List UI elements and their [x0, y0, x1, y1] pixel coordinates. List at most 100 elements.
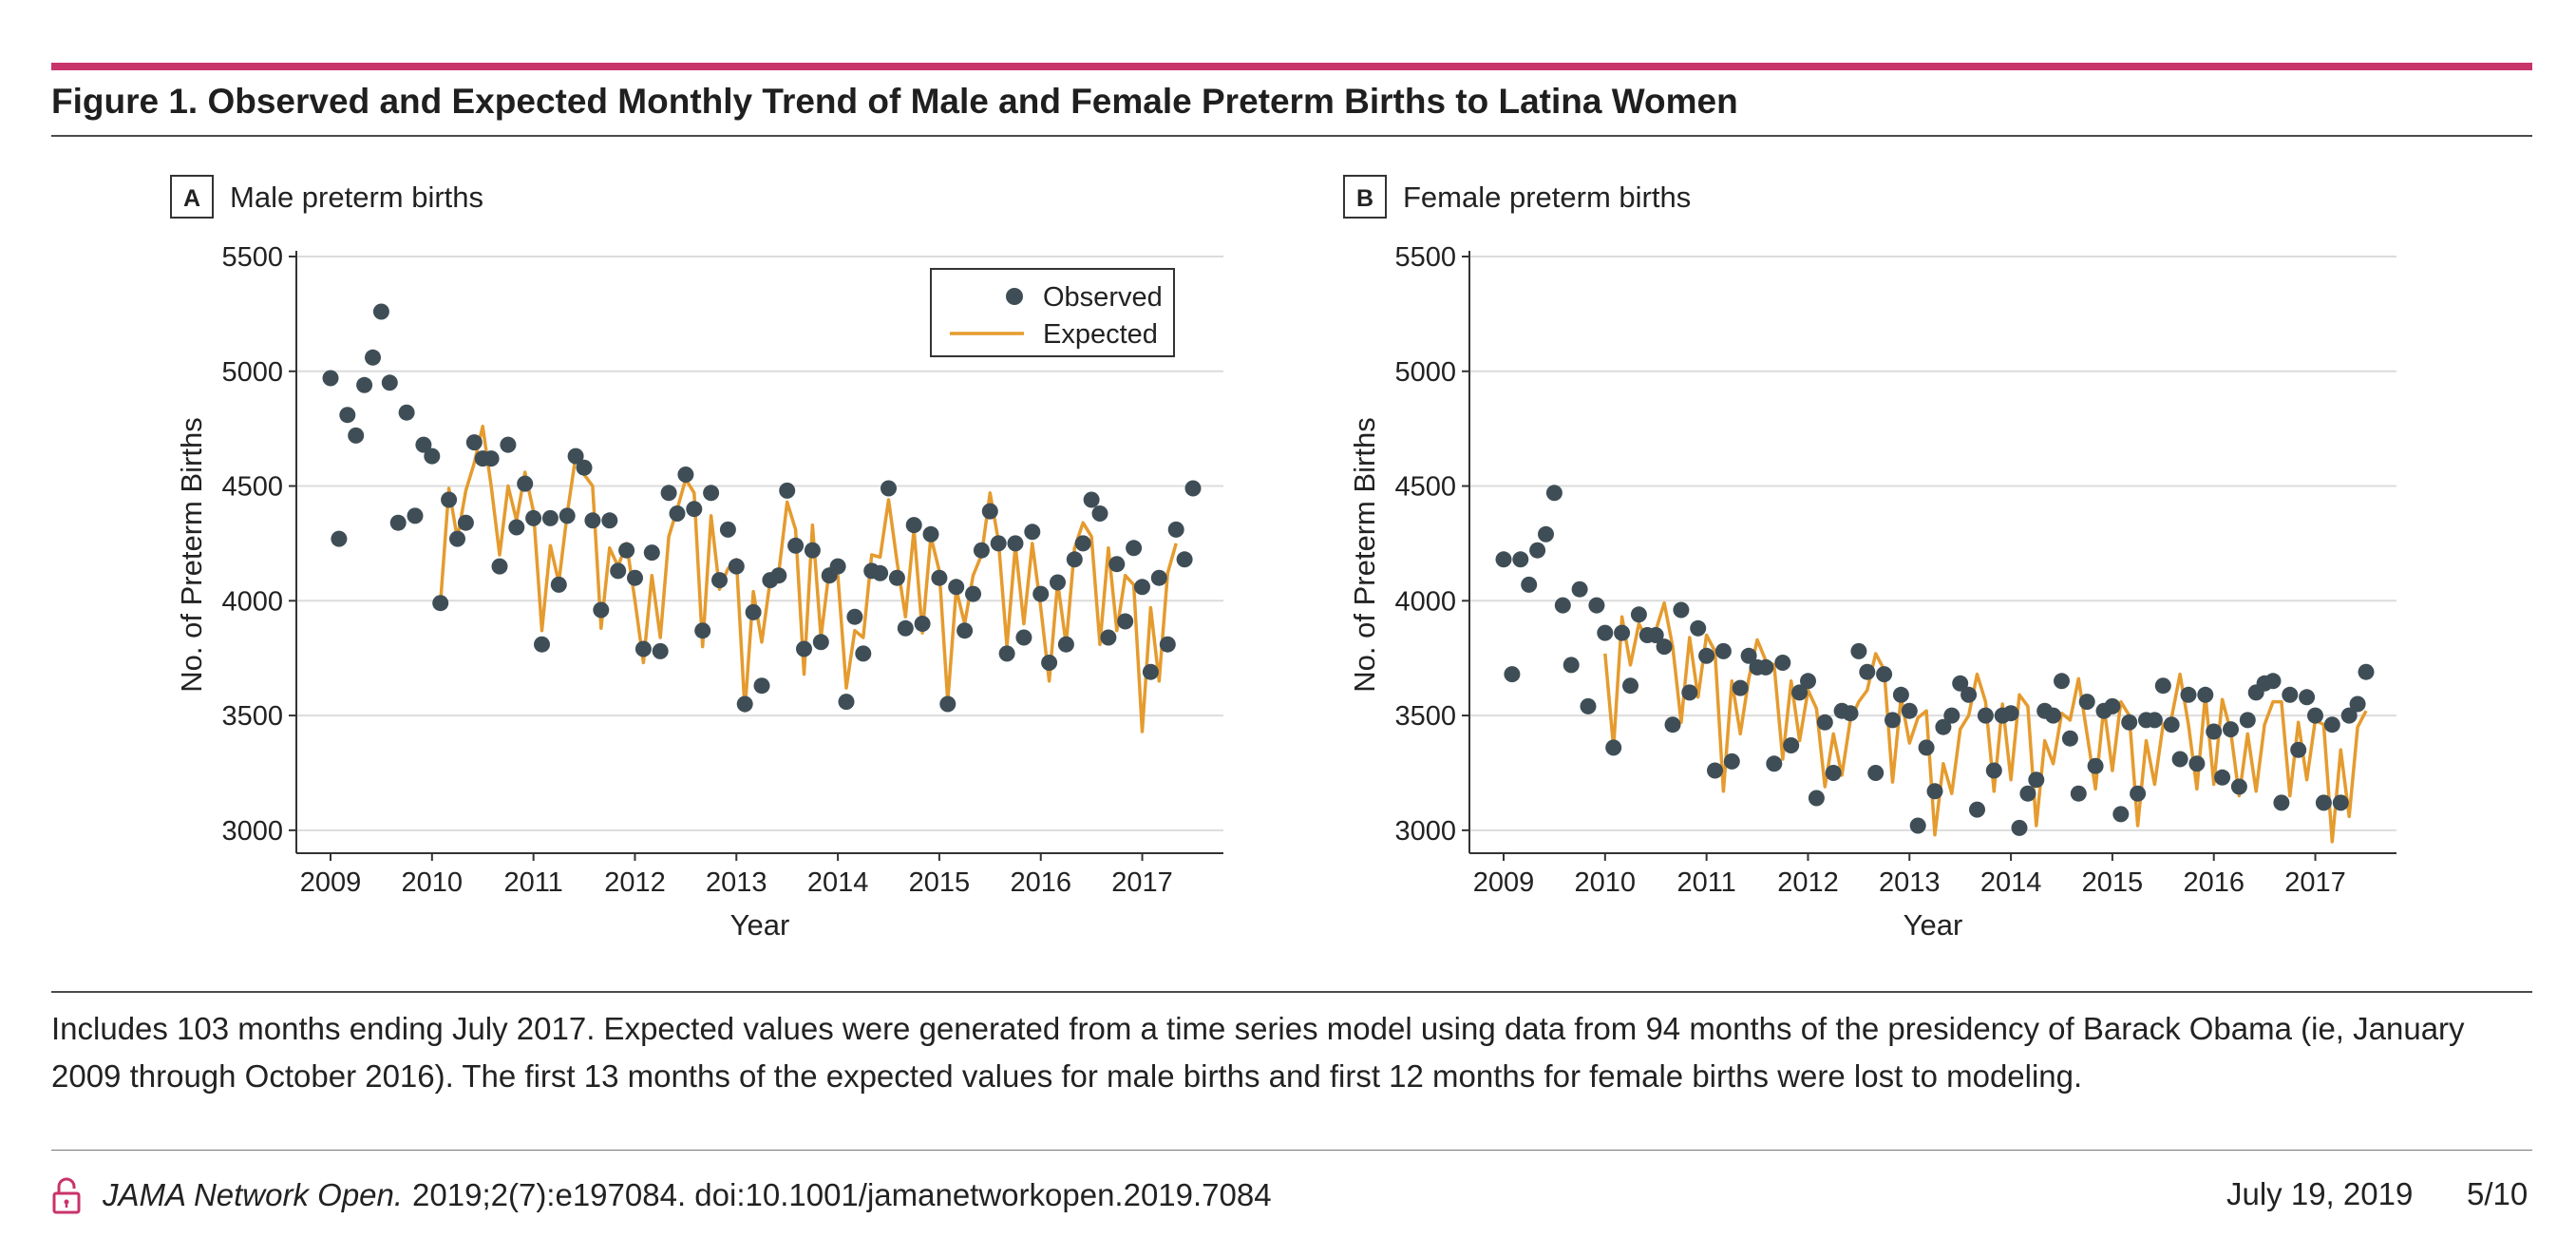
observed-point [2197, 686, 2214, 703]
observed-point [939, 695, 957, 713]
observed-point [846, 608, 863, 625]
observed-point [1117, 613, 1134, 630]
journal-citation: JAMA Network Open. 2019;2(7):e197084. do… [51, 1176, 1272, 1214]
observed-point [1504, 666, 1521, 683]
observed-point [1943, 707, 1960, 724]
x-axis-label: Year [730, 908, 790, 942]
journal-name: JAMA Network Open. [103, 1177, 404, 1212]
observed-point [1091, 505, 1108, 522]
observed-point [686, 501, 703, 518]
observed-point [1614, 624, 1631, 641]
observed-point [1791, 684, 1809, 701]
observed-point [389, 514, 407, 531]
observed-point [610, 562, 627, 580]
panel-title: Male preterm births [230, 181, 483, 214]
x-tick-label: 2010 [402, 867, 464, 898]
publication-date: July 19, 2019 [2226, 1176, 2414, 1211]
observed-point [635, 640, 652, 657]
observed-point [694, 622, 711, 639]
observed-point [339, 407, 356, 424]
observed-point [415, 436, 432, 453]
observed-point [753, 677, 770, 695]
observed-point [1656, 638, 1673, 656]
observed-point [2349, 695, 2366, 713]
observed-point [948, 579, 965, 596]
observed-point [2045, 707, 2062, 724]
observed-point [1521, 576, 1538, 593]
observed-point [2121, 714, 2138, 731]
x-tick-label: 2015 [2082, 867, 2144, 898]
observed-point [2104, 697, 2121, 714]
observed-point [1066, 551, 1083, 568]
observed-point [1150, 569, 1167, 586]
observed-point [534, 636, 550, 653]
observed-point [1622, 677, 1638, 695]
observed-point [2223, 721, 2239, 738]
observed-point [2171, 751, 2188, 768]
observed-point [500, 436, 517, 453]
observed-point [1985, 762, 2002, 779]
observed-point [1690, 619, 1707, 637]
observed-point [1057, 636, 1074, 653]
y-tick-label: 4000 [221, 586, 283, 617]
observed-point [1588, 597, 1605, 614]
y-axis-label: No. of Preterm Births [175, 417, 208, 692]
observed-point [2163, 716, 2180, 733]
observed-point [567, 448, 584, 465]
observed-point [1563, 657, 1580, 674]
expected-series-line [1603, 600, 2368, 844]
x-tick-label: 2017 [1111, 867, 1173, 898]
observed-point [424, 448, 441, 465]
observed-point [914, 616, 931, 632]
observed-point [804, 542, 821, 559]
observed-point [550, 576, 567, 593]
figure-title: Figure 1. Observed and Expected Monthly … [51, 82, 1738, 121]
observed-point [1926, 783, 1943, 800]
observed-point [897, 619, 914, 637]
observed-point [1892, 686, 1909, 703]
y-tick-label: 4500 [1394, 472, 1456, 503]
observed-point [881, 480, 897, 497]
observed-point [2273, 794, 2290, 811]
observed-point [957, 622, 974, 639]
observed-point [1842, 705, 1859, 722]
observed-point [2070, 785, 2087, 802]
observed-point [1783, 737, 1800, 753]
observed-point [601, 512, 618, 529]
observed-point [888, 569, 905, 586]
observed-point [365, 349, 381, 366]
observed-point [331, 530, 348, 547]
legend-observed-marker [1006, 288, 1023, 305]
x-tick-label: 2016 [2183, 867, 2245, 898]
observed-point [1901, 702, 1918, 719]
observed-point [1918, 739, 1935, 756]
legend-observed-label: Observed [1043, 282, 1163, 313]
observed-point [1885, 712, 1901, 729]
y-tick-label: 5500 [1394, 242, 1456, 273]
observed-point [1126, 540, 1143, 557]
observed-point [584, 512, 601, 529]
observed-point [1100, 629, 1117, 646]
title-divider [51, 135, 2532, 137]
x-tick-label: 2016 [1010, 867, 1071, 898]
observed-point [1032, 585, 1050, 602]
observed-point [356, 376, 373, 393]
observed-point [2002, 705, 2019, 722]
observed-point [1007, 535, 1024, 552]
x-tick-label: 2011 [503, 867, 562, 898]
observed-point [1681, 684, 1698, 701]
observed-point [779, 482, 796, 499]
y-tick-label: 4500 [221, 472, 283, 503]
observed-point [372, 303, 389, 320]
footer-divider [51, 1150, 2532, 1151]
x-tick-label: 2011 [1676, 867, 1735, 898]
observed-point [1740, 647, 1757, 664]
observed-point [381, 374, 398, 391]
observed-point [812, 634, 829, 651]
observed-point [719, 521, 736, 538]
male-preterm-chart: A Male preterm births 3000 3500 4000 4500 5000… [170, 175, 1223, 942]
observed-point [398, 404, 415, 421]
observed-point [559, 507, 576, 524]
observed-point [745, 603, 762, 620]
observed-point [2206, 723, 2223, 740]
